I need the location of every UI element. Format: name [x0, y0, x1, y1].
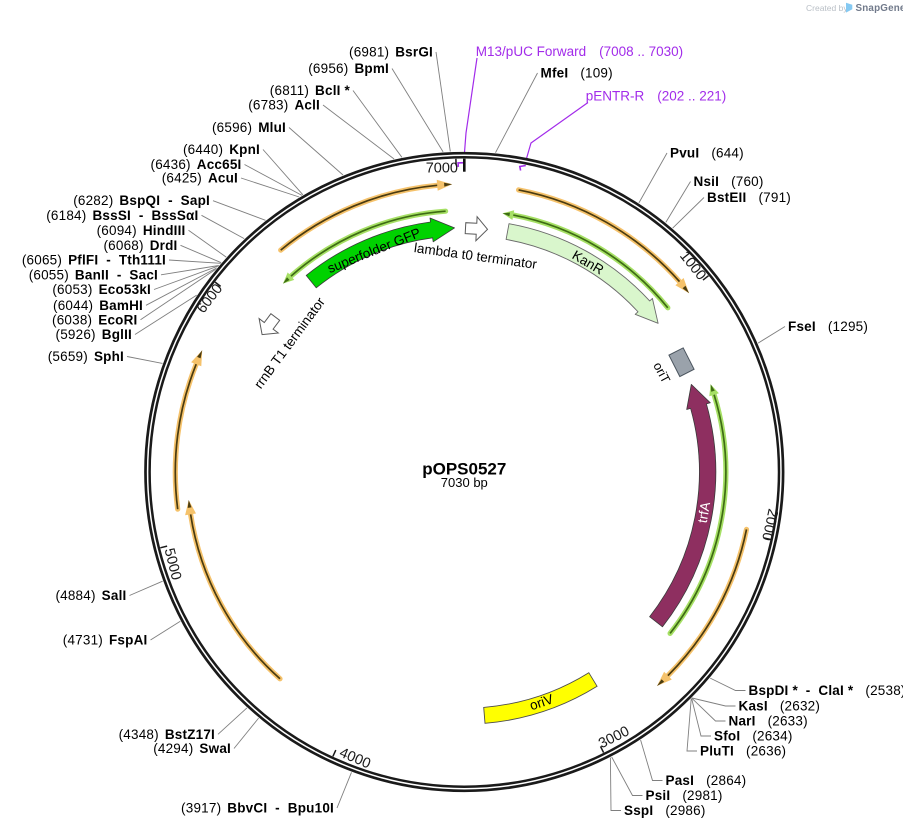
svg-text:7030 bp: 7030 bp: [441, 475, 488, 490]
svg-text:(5659)SphI: (5659) SphI: [48, 349, 124, 364]
svg-text:SfoI(2634): SfoI (2634): [714, 729, 793, 744]
svg-text:(6282)BspQI - SapI: (6282) BspQI - SapI: [73, 193, 210, 208]
svg-text:trfA: trfA: [695, 501, 713, 524]
svg-text:(5926)BglII: (5926) BglII: [56, 327, 132, 342]
svg-text:(6065)PflFI - Tth111I: (6065) PflFI - Tth111I: [22, 253, 166, 268]
svg-text:7000: 7000: [426, 161, 458, 177]
svg-text:BstEII(791): BstEII (791): [707, 190, 791, 205]
svg-text:(6440)KpnI: (6440) KpnI: [183, 142, 260, 157]
svg-text:M13/pUC Forward(7008 .. 7030): M13/pUC Forward (7008 .. 7030): [476, 44, 683, 59]
svg-text:(4348)BstZ17I: (4348) BstZ17I: [119, 727, 215, 742]
svg-text:(6068)DrdI: (6068) DrdI: [103, 238, 177, 253]
svg-text:(6425)AcuI: (6425) AcuI: [162, 171, 238, 186]
svg-text:pOPS0527: pOPS0527: [422, 460, 506, 479]
svg-text:MfeI(109): MfeI (109): [541, 66, 613, 81]
svg-text:FseI(1295): FseI (1295): [788, 319, 868, 334]
svg-text:(6055)BanII - SacI: (6055) BanII - SacI: [29, 267, 158, 282]
svg-text:(6184)BssSI - BssSαI: (6184) BssSI - BssSαI: [46, 208, 198, 223]
svg-text:(6053)Eco53kI: (6053) Eco53kI: [52, 282, 151, 297]
svg-text:Created by: Created by: [806, 3, 848, 13]
svg-text:SspI(2986): SspI (2986): [624, 803, 706, 818]
svg-text:KasI(2632): KasI (2632): [739, 699, 821, 714]
svg-text:(6436)Acc65I: (6436) Acc65I: [151, 157, 242, 172]
svg-text:PsiI(2981): PsiI (2981): [646, 788, 723, 803]
svg-text:BspDI * - ClaI *(2538): BspDI * - ClaI * (2538): [749, 683, 903, 698]
svg-text:NarI(2633): NarI (2633): [729, 714, 808, 729]
svg-text:SnapGene: SnapGene: [856, 3, 903, 14]
svg-text:5000: 5000: [161, 547, 184, 582]
svg-text:NsiI(760): NsiI (760): [694, 174, 764, 189]
svg-text:PasI(2864): PasI (2864): [666, 773, 747, 788]
svg-text:PvuI(644): PvuI (644): [670, 146, 744, 161]
svg-text:PluTI(2636): PluTI (2636): [700, 744, 786, 759]
svg-text:(6783)AclI: (6783) AclI: [248, 98, 320, 113]
svg-text:(4294)SwaI: (4294) SwaI: [153, 741, 231, 756]
svg-text:(4884)SalI: (4884) SalI: [55, 588, 126, 603]
svg-text:oriV: oriV: [528, 691, 556, 713]
svg-text:(3917)BbvCI - Bpu10I: (3917) BbvCI - Bpu10I: [181, 801, 334, 816]
svg-text:(6596)MluI: (6596) MluI: [212, 120, 286, 135]
svg-text:2000: 2000: [758, 507, 781, 542]
